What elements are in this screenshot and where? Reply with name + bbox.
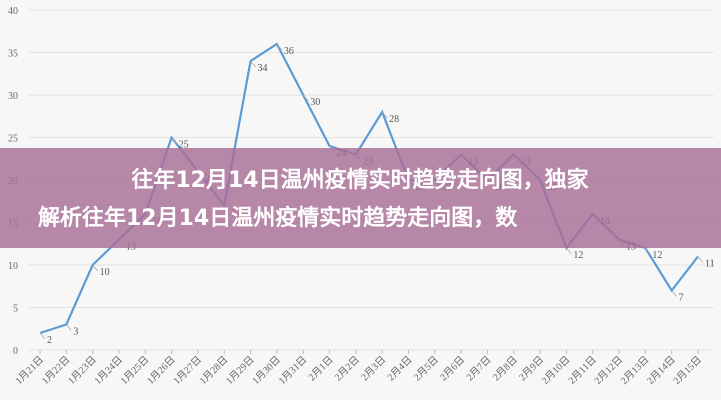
data-label: 34 (258, 63, 268, 74)
data-label: 30 (310, 97, 320, 108)
y-tick-label: 0 (13, 346, 18, 357)
leader (276, 43, 283, 51)
data-label: 11 (705, 259, 715, 270)
y-tick-label: 30 (8, 91, 18, 102)
leader (39, 332, 46, 340)
data-label: 25 (179, 140, 189, 151)
leader (66, 324, 72, 331)
data-label: 10 (100, 267, 110, 278)
leader (697, 256, 704, 263)
leader (171, 137, 177, 144)
data-label: 3 (73, 327, 78, 338)
data-label: 36 (284, 46, 294, 57)
banner-title: 解析往年12月14日温州疫情实时趋势走向图，数 (38, 205, 518, 231)
data-label: 7 (679, 293, 684, 304)
y-tick-label: 10 (8, 261, 18, 272)
y-tick-label: 35 (8, 49, 18, 60)
leader (250, 60, 256, 68)
leader (302, 94, 309, 102)
data-label: 28 (389, 114, 399, 125)
y-tick-label: 25 (8, 134, 18, 145)
y-tick-label: 40 (8, 6, 18, 17)
leader (671, 290, 677, 297)
banner (0, 148, 721, 248)
leader (381, 111, 388, 119)
data-label: 2 (47, 335, 52, 346)
banner-title: 往年12月14日温州疫情实时趋势走向图，独家 (131, 167, 589, 193)
data-label: 12 (652, 250, 662, 261)
data-label: 12 (573, 250, 583, 261)
y-tick-label: 5 (13, 304, 18, 315)
leader (645, 247, 651, 255)
leader (566, 247, 572, 255)
leader (92, 264, 98, 272)
